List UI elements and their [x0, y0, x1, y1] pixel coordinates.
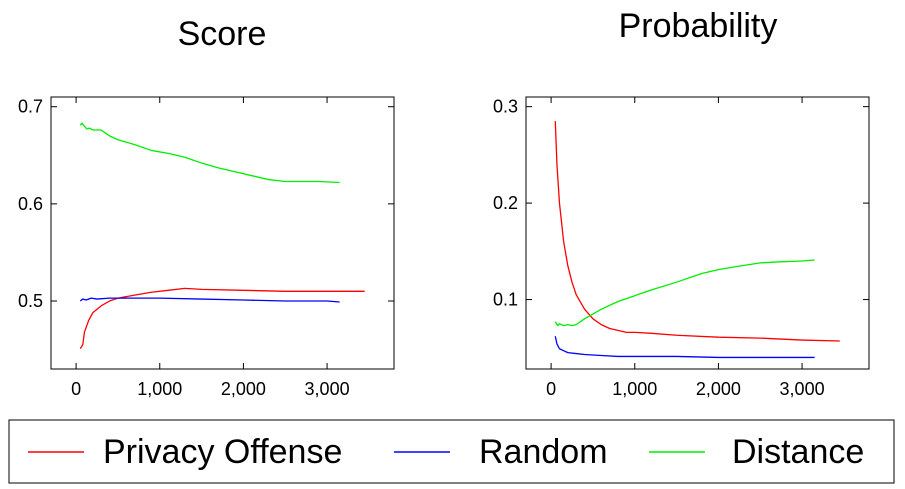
probability-series-distance	[554, 259, 815, 327]
probability-xtick-label: 3,000	[780, 379, 825, 399]
score-ytick-label: 0.7	[18, 97, 43, 117]
probability-xtick-label: 2,000	[696, 379, 741, 399]
score-xtick-label: 0	[71, 379, 81, 399]
score-plot-frame	[50, 96, 395, 370]
score-series	[79, 122, 365, 349]
score-ticks: 0 1,000 2,000 3,000 0.5 0.6 0.7	[18, 97, 394, 399]
probability-xtick-label: 0	[546, 379, 556, 399]
score-chart: Score 0 1,000 2,000 3,000 0.5 0.6 0.7	[18, 15, 395, 399]
probability-series-random	[554, 336, 815, 359]
probability-ytick-label: 0.3	[493, 97, 518, 117]
probability-ytick-label: 0.2	[493, 193, 518, 213]
score-xtick-label: 1,000	[137, 379, 182, 399]
legend-item-distance: Distance	[649, 433, 864, 471]
legend: Privacy Offense Random Distance	[8, 419, 895, 484]
legend-label-distance: Distance	[732, 433, 864, 471]
score-ytick-label: 0.5	[18, 291, 43, 311]
probability-series	[554, 121, 840, 359]
legend-item-privacy-offense: Privacy Offense	[28, 433, 342, 471]
score-ytick-label: 0.6	[18, 194, 43, 214]
probability-ytick-label: 0.1	[493, 290, 518, 310]
probability-plot-frame	[525, 96, 870, 370]
probability-xtick-label: 1,000	[612, 379, 657, 399]
score-series-distance	[79, 122, 340, 184]
legend-box	[8, 419, 895, 484]
probability-chart: Probability 0 1,000 2,000 3,000 0.1 0.2 0.3	[493, 7, 870, 399]
probability-series-privacy-offense	[554, 121, 840, 342]
score-xtick-label: 2,000	[221, 379, 266, 399]
score-series-random	[79, 297, 340, 303]
legend-label-privacy-offense: Privacy Offense	[103, 433, 342, 471]
probability-ticks: 0 1,000 2,000 3,000 0.1 0.2 0.3	[493, 97, 869, 399]
score-series-privacy-offense	[79, 287, 365, 349]
score-chart-title: Score	[178, 15, 267, 53]
probability-chart-title: Probability	[619, 7, 778, 45]
legend-label-random: Random	[479, 433, 608, 471]
score-xtick-label: 3,000	[305, 379, 350, 399]
legend-item-random: Random	[394, 433, 608, 471]
